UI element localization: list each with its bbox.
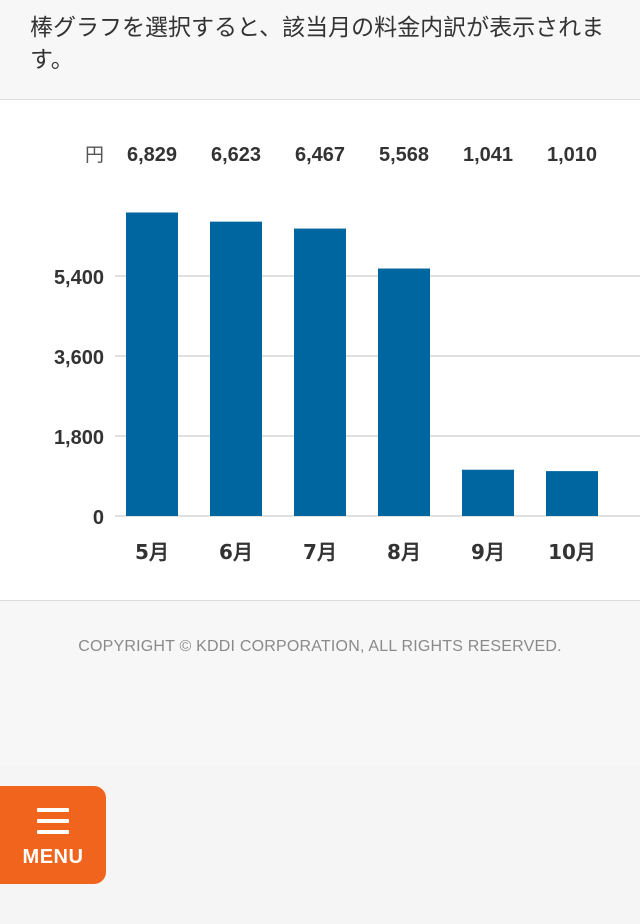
category-label: 6月 [219,540,253,564]
y-tick-label: 1,800 [54,427,104,449]
bar-layer [126,212,598,517]
bar-4[interactable] [378,268,430,516]
value-label: 1,041 [463,144,513,166]
bar-chart-panel: 0 1,800 3,600 5,400 円 6,829 5月 6,623 6月 6,467 7月 5,… [0,99,640,601]
footer-band [0,766,640,924]
y-tick-label: 3,600 [54,347,104,369]
menu-button[interactable]: MENU [0,786,106,884]
category-label: 9月 [471,540,505,564]
hamburger-icon [37,808,69,834]
y-tick-label: 5,400 [54,267,104,289]
menu-label: MENU [22,846,84,868]
category-label: 7月 [303,540,337,564]
copyright-text: COPYRIGHT © KDDI CORPORATION, ALL RIGHTS… [78,638,562,655]
y-tick-label: 0 [93,507,104,529]
value-label: 6,623 [211,144,261,166]
bar-6[interactable] [546,471,598,516]
instruction-text: 棒グラフを選択すると、該当月の料金内訳が表示されます。 [0,0,640,99]
bar-3[interactable] [294,228,346,517]
bar-5[interactable] [462,469,514,516]
label-layer: 0 1,800 3,600 5,400 円 6,829 5月 6,623 6月 6,467 7月 5,… [54,144,597,564]
bar-1[interactable] [126,212,178,516]
value-label: 6,829 [127,144,177,166]
value-label: 6,467 [295,144,345,166]
category-label: 5月 [135,540,169,564]
unit-label: 円 [85,144,104,166]
value-label: 1,010 [547,144,597,166]
value-label: 5,568 [379,144,429,166]
bar-chart: 0 1,800 3,600 5,400 円 6,829 5月 6,623 6月 6,467 7月 5,… [54,144,640,564]
category-label: 8月 [387,540,421,564]
bar-2[interactable] [210,221,262,516]
category-label: 10月 [548,540,596,564]
